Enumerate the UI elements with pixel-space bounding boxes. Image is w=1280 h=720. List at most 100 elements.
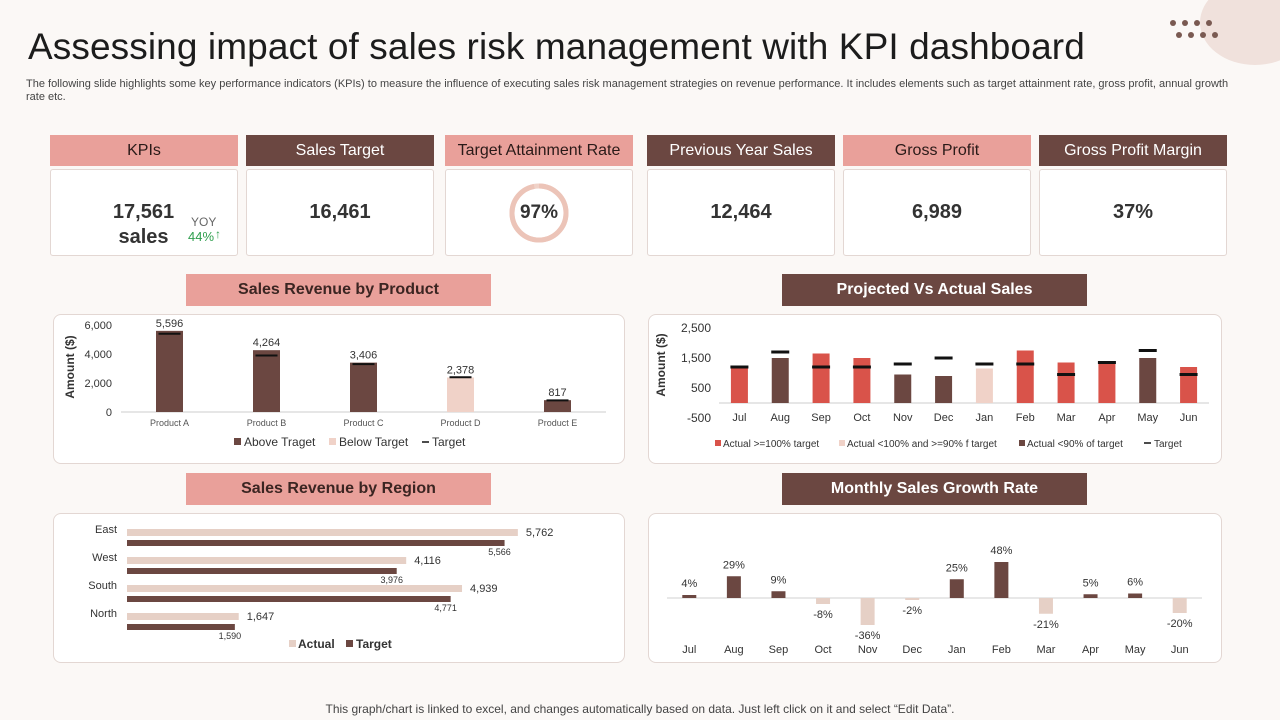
bar (1016, 350, 1034, 403)
x-tick-label: Jan (948, 644, 966, 656)
data-label: -36% (855, 630, 881, 642)
footer-note: This graph/chart is linked to excel, and… (325, 702, 955, 716)
target-attainment-value: 97% (519, 201, 559, 223)
data-label: 5,596 (156, 318, 184, 330)
legend-label: Actual (298, 637, 335, 651)
bar (860, 598, 875, 625)
x-tick-label: Oct (814, 644, 831, 656)
kpi-header-gross-profit-margin: Gross Profit Margin (1039, 135, 1227, 166)
data-label: 25% (946, 562, 968, 574)
bar (1172, 598, 1187, 613)
data-label: -21% (1033, 619, 1059, 631)
bar (1128, 593, 1143, 598)
data-label: -2% (902, 605, 922, 617)
bar (682, 595, 697, 598)
x-tick-label: Product B (247, 418, 287, 428)
data-label: 29% (723, 559, 745, 571)
legend-swatch-red (715, 440, 721, 446)
data-label: 9% (771, 574, 787, 586)
bar (1139, 358, 1157, 403)
x-tick-label: May (1137, 412, 1158, 424)
bar-target (127, 540, 505, 546)
bar (350, 362, 377, 412)
x-tick-label: Sep (769, 644, 789, 656)
x-tick-label: Feb (1016, 412, 1035, 424)
section-header-product: Sales Revenue by Product (186, 274, 491, 306)
y-axis-label: Amount ($) (654, 333, 668, 396)
data-label: 3,406 (350, 350, 378, 362)
bar (771, 591, 786, 598)
y-tick-label: 6,000 (84, 320, 112, 332)
bar (544, 400, 571, 412)
data-label: 6% (1127, 577, 1143, 589)
y-axis-label: Amount ($) (63, 335, 77, 398)
x-tick-label: Mar (1057, 412, 1076, 424)
kpi-header-kpis: KPIs (50, 135, 238, 166)
legend-swatch-light (839, 440, 845, 446)
data-label-actual: 4,939 (470, 583, 498, 595)
y-tick-label: 2,000 (84, 378, 112, 390)
panel-product: 0 2,000 4,000 6,000 Amount ($) 5,596 Product A… (53, 314, 625, 464)
kpi-header-target-attainment: Target Attainment Rate (445, 135, 633, 166)
legend-label: Actual <100% and >=90% f target (847, 439, 997, 450)
x-tick-label: Aug (724, 644, 744, 656)
data-label: 48% (990, 545, 1012, 557)
legend-label: Target (432, 435, 466, 449)
bar-target (127, 624, 235, 630)
x-tick-label: Jan (976, 412, 994, 424)
bar-actual (127, 585, 463, 592)
bar-target (127, 568, 397, 574)
x-tick-label: Dec (902, 644, 922, 656)
bar (905, 598, 920, 600)
kpi-card-sales-target: 16,461 (246, 169, 434, 256)
y-tick-label: West (92, 552, 117, 564)
bar (812, 353, 830, 403)
legend-swatch-below (329, 438, 336, 445)
bar (1057, 362, 1075, 403)
bar (1180, 367, 1198, 403)
x-tick-label: Dec (934, 412, 954, 424)
legend-label: Actual >=100% target (723, 439, 819, 450)
x-tick-label: Jun (1171, 644, 1189, 656)
y-tick-label: -500 (687, 411, 711, 425)
bar-actual (127, 557, 407, 564)
x-tick-label: Jul (682, 644, 696, 656)
data-label: -20% (1167, 618, 1193, 630)
bar (771, 358, 789, 403)
kpi-card-gross-profit: 6,989 (843, 169, 1031, 256)
kpi-sales-unit: sales (118, 226, 169, 248)
x-tick-label: Mar (1036, 644, 1055, 656)
data-label-target: 5,566 (488, 547, 511, 557)
data-label: -8% (813, 609, 833, 621)
bar (853, 358, 871, 403)
y-tick-label: 500 (691, 381, 711, 395)
bar (1083, 594, 1098, 598)
x-tick-label: Sep (811, 412, 831, 424)
bar (730, 367, 748, 403)
kpi-card-gross-profit-margin: 37% (1039, 169, 1227, 256)
data-label-actual: 1,647 (247, 611, 275, 623)
x-tick-label: Oct (853, 412, 870, 424)
bar (156, 330, 183, 412)
kpi-header-previous-year-sales: Previous Year Sales (647, 135, 835, 166)
data-label: 5% (1083, 577, 1099, 589)
arrow-up-icon: ↑ (215, 227, 222, 241)
legend-label: Below Target (339, 435, 409, 449)
page-subtitle: The following slide highlights some key … (26, 78, 1229, 103)
chart-region: East 5,762 5,566 West 4,116 3,976 South 4,939 4,… (88, 524, 553, 651)
y-tick-label: 4,000 (84, 349, 112, 361)
panel-region: East 5,762 5,566 West 4,116 3,976 South 4,939 4,… (53, 513, 625, 663)
gross-profit-margin-value: 37% (1112, 201, 1154, 223)
bar (1098, 361, 1116, 403)
yoy-label: YOY (191, 215, 217, 229)
legend-swatch-actual (289, 640, 296, 647)
bar (253, 350, 280, 412)
decorative-dots (1168, 18, 1238, 42)
x-tick-label: Aug (770, 412, 790, 424)
bar (447, 377, 474, 412)
x-tick-label: Jul (732, 412, 746, 424)
legend-swatch-above (234, 438, 241, 445)
x-tick-label: May (1125, 644, 1146, 656)
panel-projected: -500 500 1,500 2,500 Amount ($) Jul Aug Sep Oct N… (648, 314, 1222, 464)
data-label-target: 3,976 (380, 575, 403, 585)
